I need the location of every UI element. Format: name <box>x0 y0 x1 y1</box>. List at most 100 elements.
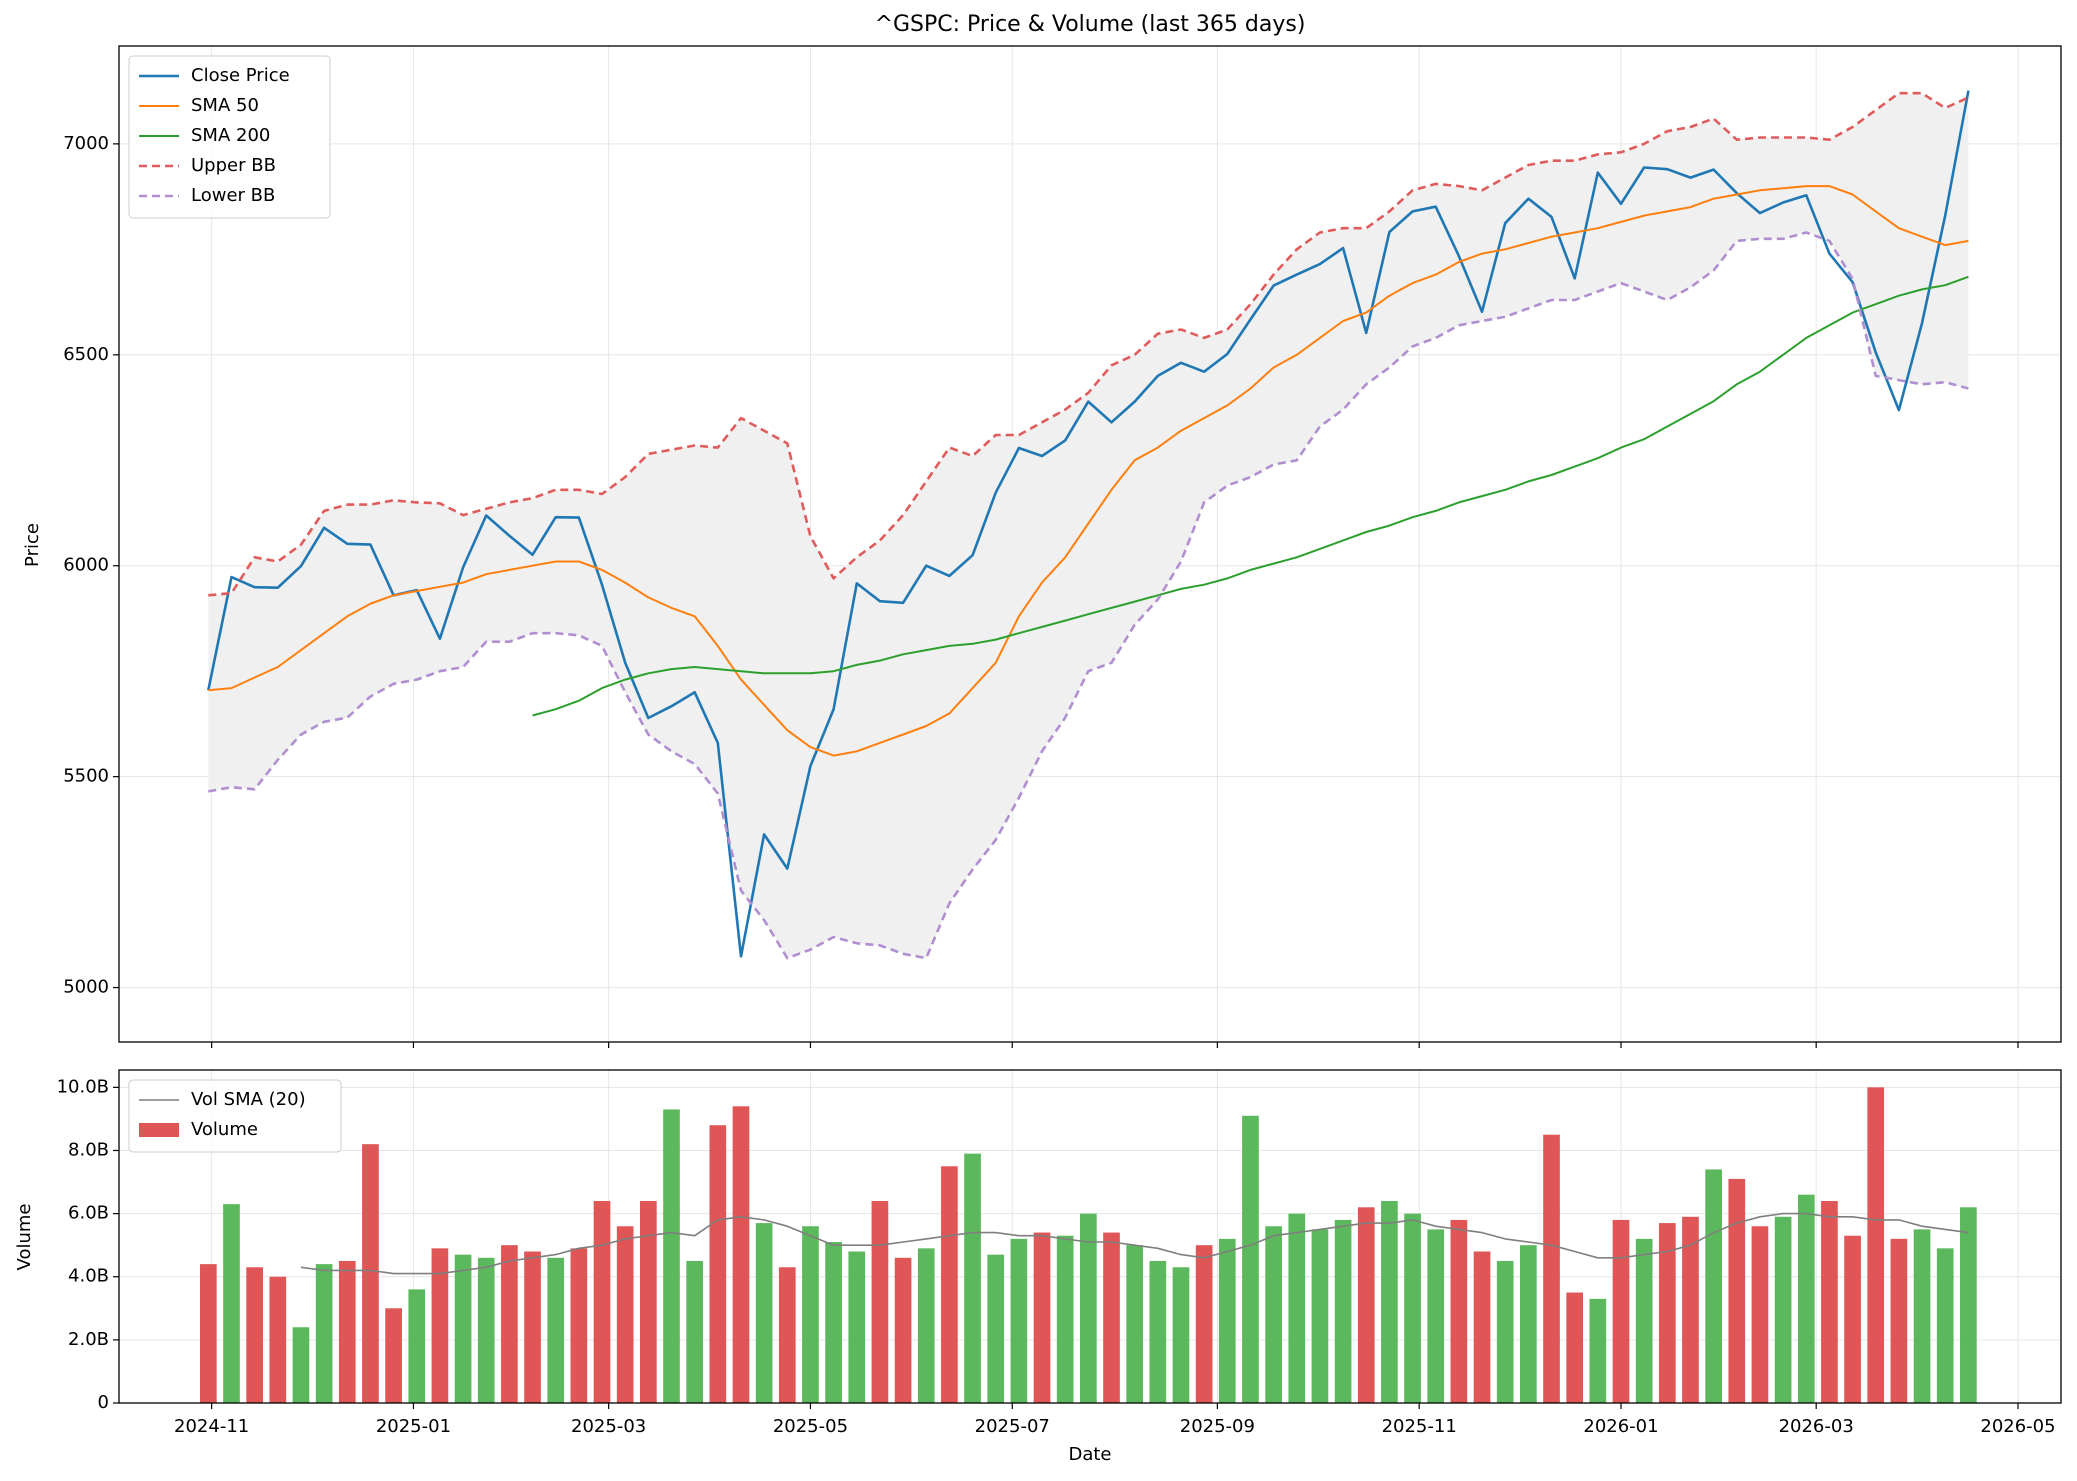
volume-bar <box>431 1248 449 1403</box>
y-tick-label: 4.0B <box>68 1266 109 1287</box>
volume-bar <box>778 1267 796 1403</box>
volume-bar <box>570 1248 588 1403</box>
volume-bar <box>1936 1248 1954 1403</box>
legend-label: Lower BB <box>191 185 275 206</box>
legend-swatch <box>139 1123 179 1137</box>
volume-bar <box>246 1267 263 1403</box>
legend-label: SMA 200 <box>191 125 270 146</box>
volume-bar <box>1658 1223 1676 1403</box>
volume-bar <box>292 1327 310 1403</box>
volume-bar <box>941 1166 958 1403</box>
x-axis-label: Date <box>1068 1444 1111 1465</box>
volume-bar <box>524 1251 541 1403</box>
x-tick-label: 2024-11 <box>174 1416 249 1437</box>
volume-bar <box>385 1308 402 1403</box>
x-tick-label: 2025-01 <box>376 1416 451 1437</box>
x-tick-label: 2025-11 <box>1382 1416 1457 1437</box>
legend-label: Close Price <box>191 65 290 86</box>
volume-bar <box>917 1248 935 1403</box>
volume-bar <box>1890 1238 1908 1403</box>
volume-bar <box>1149 1260 1167 1403</box>
volume-bar <box>1080 1213 1097 1403</box>
line-series <box>208 231 1969 960</box>
volume-bar <box>732 1106 750 1403</box>
volume-bar <box>223 1204 240 1403</box>
volume-bar <box>1242 1115 1259 1403</box>
y-tick-label: 2.0B <box>68 1329 109 1350</box>
y-tick-label: 6.0B <box>68 1203 109 1224</box>
plot-frame <box>118 1069 2062 1404</box>
volume-bar <box>1103 1232 1120 1403</box>
volume-bar <box>408 1289 426 1403</box>
volume-bar <box>1334 1219 1352 1403</box>
volume-bar <box>1774 1216 1792 1403</box>
y-tick-label: 8.0B <box>68 1139 109 1160</box>
volume-bar <box>1311 1229 1329 1403</box>
y-tick-label: 6500 <box>63 344 109 365</box>
volume-bar <box>315 1264 333 1403</box>
volume-bar <box>1520 1245 1537 1403</box>
volume-bar <box>1427 1229 1445 1403</box>
volume-bar <box>1728 1178 1746 1403</box>
legend-box <box>128 55 331 219</box>
volume-bar <box>1844 1235 1861 1403</box>
y-tick-label: 10.0B <box>57 1076 109 1097</box>
volume-bar <box>1288 1213 1306 1403</box>
y-tick-label: 6000 <box>63 555 109 576</box>
legend-label: Volume <box>191 1119 258 1140</box>
volume-bar <box>964 1153 981 1403</box>
bollinger-band <box>208 93 1969 959</box>
volume-bar <box>616 1226 634 1403</box>
volume-bar <box>593 1200 611 1403</box>
volume-bar <box>338 1260 356 1403</box>
x-tick-label: 2025-03 <box>571 1416 646 1437</box>
volume-bar <box>501 1245 518 1403</box>
volume-bar <box>1682 1216 1699 1403</box>
y-tick-label: 5500 <box>63 766 109 787</box>
volume-bar <box>825 1242 842 1403</box>
volume-bar <box>802 1226 819 1403</box>
y-axis-label: Volume <box>14 1204 35 1271</box>
legend-label: SMA 50 <box>191 95 259 116</box>
x-tick-label: 2025-07 <box>975 1416 1050 1437</box>
volume-bar <box>1056 1235 1074 1403</box>
volume-bar <box>454 1254 472 1403</box>
volume-bar <box>686 1260 703 1403</box>
volume-bar <box>755 1223 773 1403</box>
volume-bar <box>1867 1087 1885 1403</box>
volume-bar <box>1797 1194 1815 1403</box>
volume-bar <box>1913 1229 1931 1403</box>
legend-box <box>128 1079 342 1153</box>
volume-bar <box>1404 1213 1421 1403</box>
line-series <box>532 275 1969 717</box>
volume-bar <box>1450 1219 1468 1403</box>
volume-bar <box>1195 1245 1213 1403</box>
line-series <box>208 91 1969 597</box>
volume-bar <box>1566 1292 1584 1403</box>
x-tick-label: 2026-03 <box>1779 1416 1854 1437</box>
volume-bar <box>1589 1298 1607 1403</box>
legend-label: Upper BB <box>191 155 276 176</box>
x-tick-label: 2025-09 <box>1180 1416 1255 1437</box>
volume-bar <box>1821 1200 1838 1403</box>
volume-bar <box>1357 1207 1375 1403</box>
volume-bar <box>199 1264 217 1403</box>
volume-bar <box>1635 1238 1653 1403</box>
volume-bar <box>1496 1260 1514 1403</box>
volume-bar <box>1172 1267 1190 1403</box>
volume-bar <box>1265 1226 1282 1403</box>
x-tick-label: 2025-05 <box>773 1416 848 1437</box>
volume-bar <box>547 1257 565 1403</box>
legend-label: Vol SMA (20) <box>191 1089 306 1110</box>
volume-bar <box>362 1144 379 1403</box>
volume-bar <box>663 1109 680 1403</box>
volume-bar <box>1473 1251 1491 1403</box>
y-axis-label: Price <box>22 523 43 567</box>
line-series <box>208 185 1969 757</box>
plot-frame <box>118 45 2062 1043</box>
chart-title: ^GSPC: Price & Volume (last 365 days) <box>875 12 1306 37</box>
volume-bar <box>269 1276 287 1403</box>
volume-bar <box>894 1257 912 1403</box>
